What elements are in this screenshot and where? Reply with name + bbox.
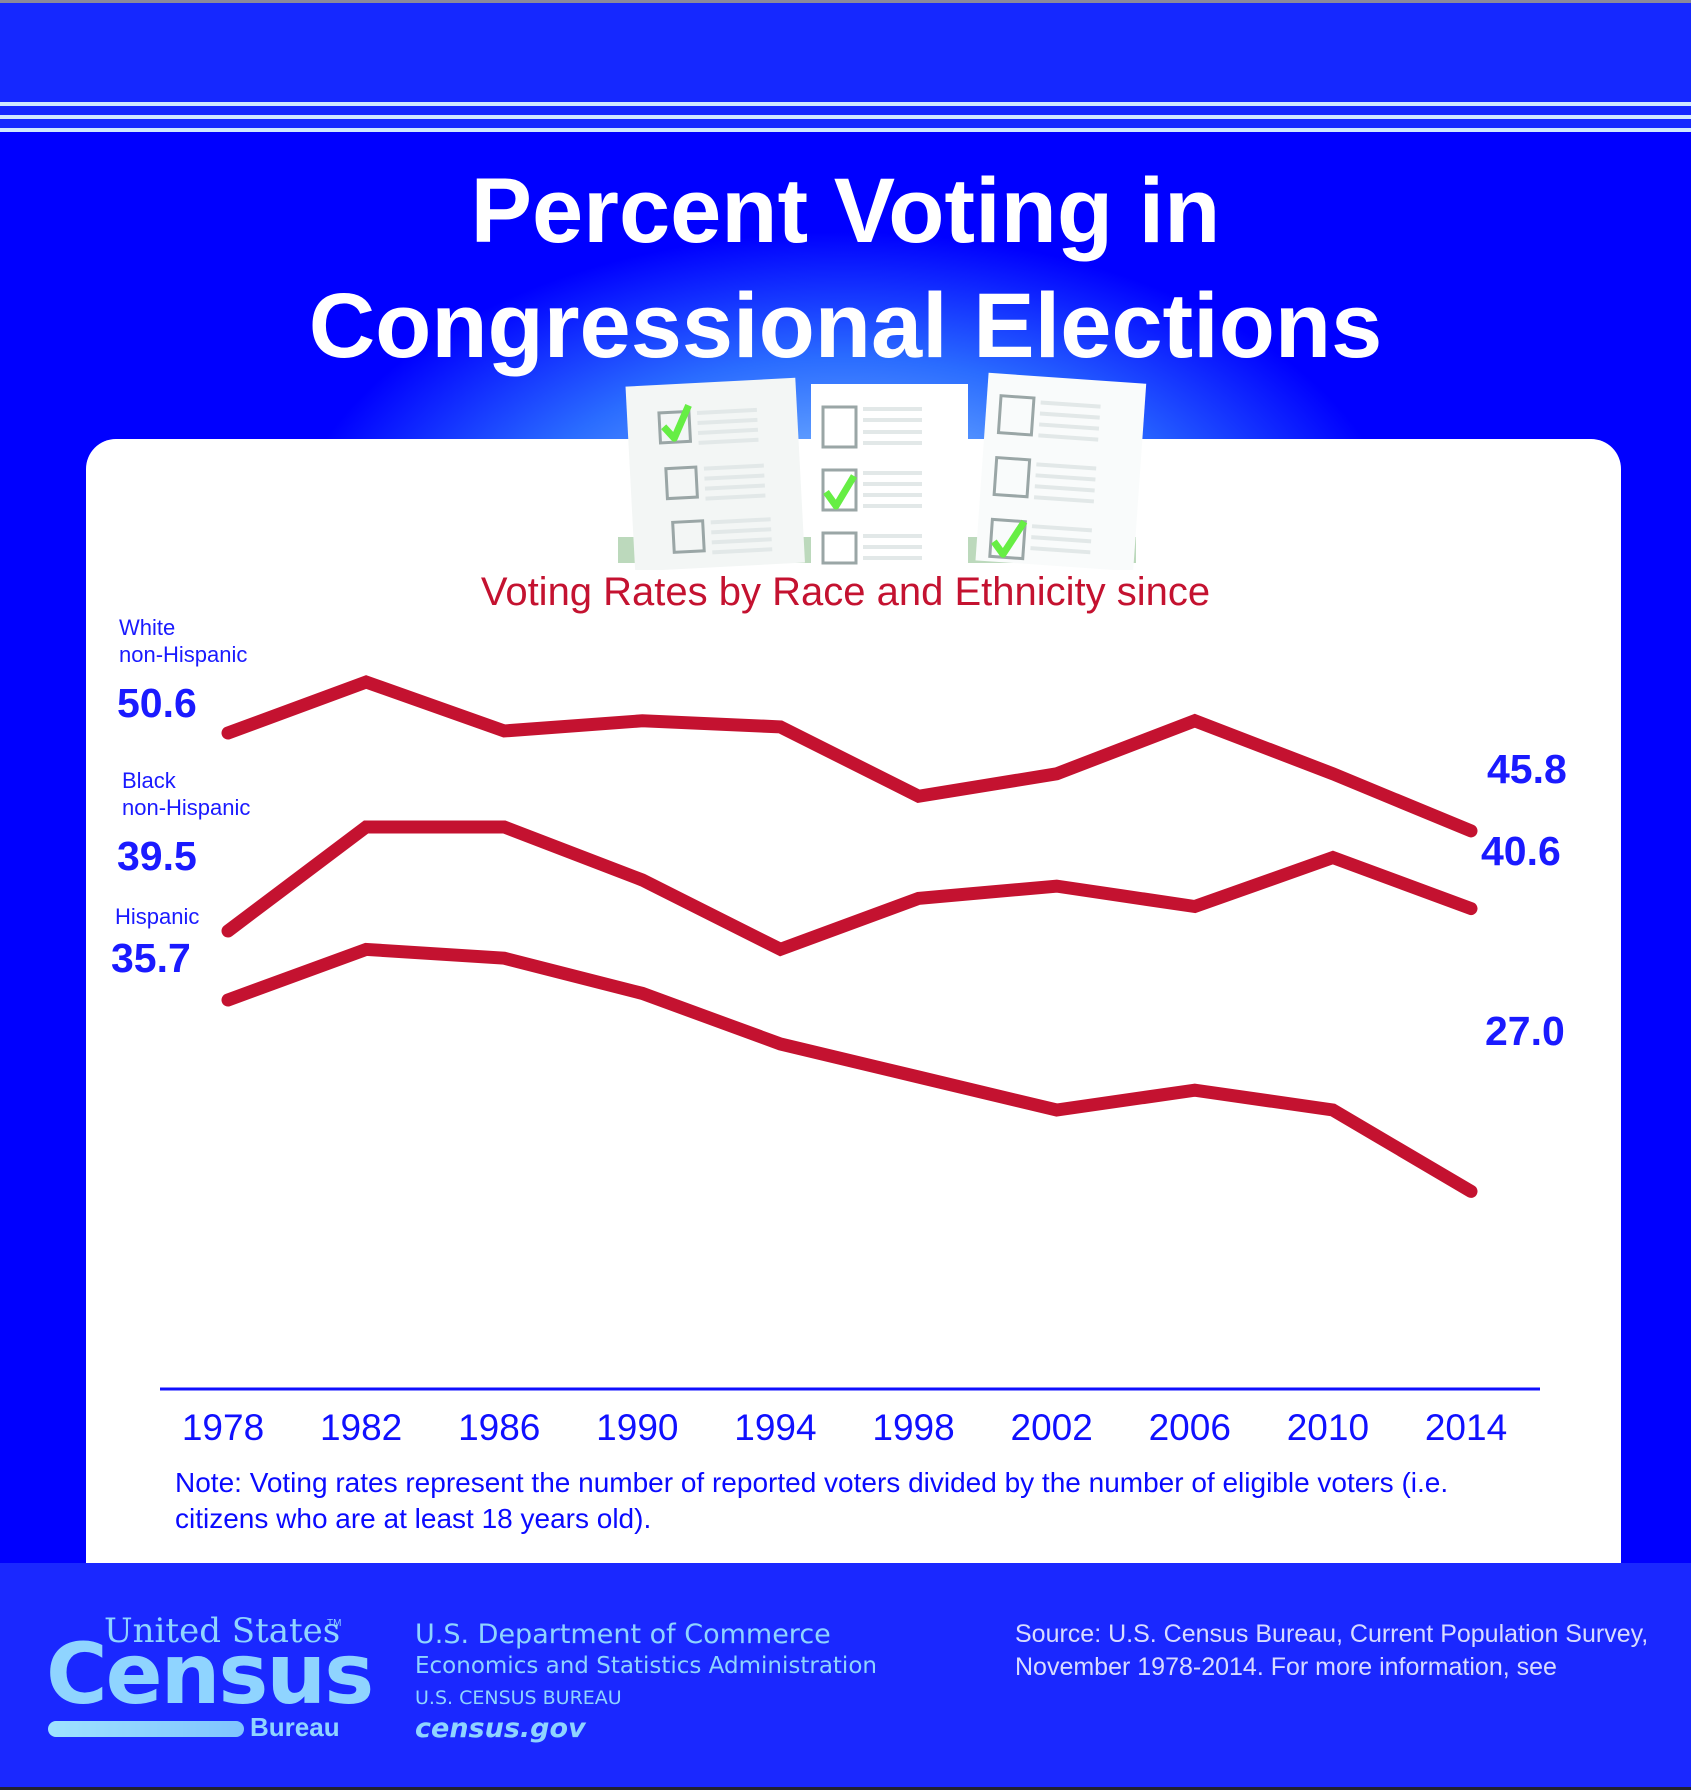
- dept-esa: Economics and Statistics Administration: [415, 1653, 877, 1679]
- series-label-line: White: [119, 615, 176, 640]
- census-logo-bar: [48, 1721, 244, 1737]
- checkbox-checked-icon: [657, 409, 693, 445]
- ballot-icon: [625, 377, 805, 570]
- checkbox-icon: [821, 531, 858, 565]
- decorative-stripe: [0, 115, 1691, 119]
- series-label-line: non-Hispanic: [122, 795, 251, 820]
- ballots-illustration: [618, 372, 1147, 570]
- footer: [0, 1563, 1691, 1790]
- chart-subtitle: Voting Rates by Race and Ethnicity since: [480, 570, 1211, 614]
- source-note: Source: U.S. Census Bureau, Current Popu…: [1015, 1620, 1649, 1681]
- top-band: [0, 0, 1691, 132]
- census-gov-link[interactable]: census.gov: [415, 1713, 586, 1744]
- series-label-line: Black: [122, 768, 176, 793]
- series-label-black: Black non-Hispanic: [122, 767, 250, 821]
- census-logo-wordmark: Census: [46, 1625, 374, 1723]
- census-logo-united-states: United States: [104, 1611, 341, 1651]
- series-end-value-white: 45.8: [1487, 746, 1567, 792]
- series-start-value-hispanic: 35.7: [111, 935, 191, 981]
- census-logo-trademark: TM: [327, 1618, 342, 1629]
- checkbox-icon: [821, 405, 858, 449]
- checkbox-icon: [996, 394, 1036, 437]
- checkbox-checked-icon: [821, 468, 858, 512]
- dept-census-bureau: U.S. CENSUS BUREAU: [415, 1687, 622, 1709]
- series-label-hispanic: Hispanic: [115, 903, 199, 930]
- checkbox-checked-icon: [988, 517, 1027, 561]
- checkmark-icon: [991, 519, 1028, 558]
- ballot-icon: [811, 384, 968, 565]
- checkmark-icon: [823, 474, 858, 510]
- series-label-line: Hispanic: [115, 904, 200, 929]
- chart-note: Note: Voting rates represent the number …: [175, 1467, 1449, 1534]
- checkbox-icon: [671, 519, 706, 554]
- series-end-value-black: 40.6: [1481, 828, 1561, 874]
- census-logo-bureau: Bureau: [250, 1712, 340, 1742]
- page-title-line-1: Percent Voting in: [470, 160, 1221, 262]
- series-label-line: non-Hispanic: [119, 642, 248, 667]
- decorative-stripe: [0, 128, 1691, 132]
- checkbox-icon: [664, 465, 699, 501]
- dept-commerce: U.S. Department of Commerce: [415, 1619, 831, 1650]
- checkbox-icon: [992, 455, 1032, 499]
- decorative-stripe: [0, 102, 1691, 106]
- series-end-value-hispanic: 27.0: [1485, 1008, 1565, 1054]
- series-label-white: White non-Hispanic: [119, 614, 247, 668]
- page-title-line-2: Congressional Elections: [308, 275, 1383, 377]
- series-start-value-black: 39.5: [117, 833, 197, 879]
- checkmark-icon: [661, 403, 692, 442]
- ballot-icon: [975, 372, 1147, 570]
- series-start-value-white: 50.6: [117, 680, 197, 726]
